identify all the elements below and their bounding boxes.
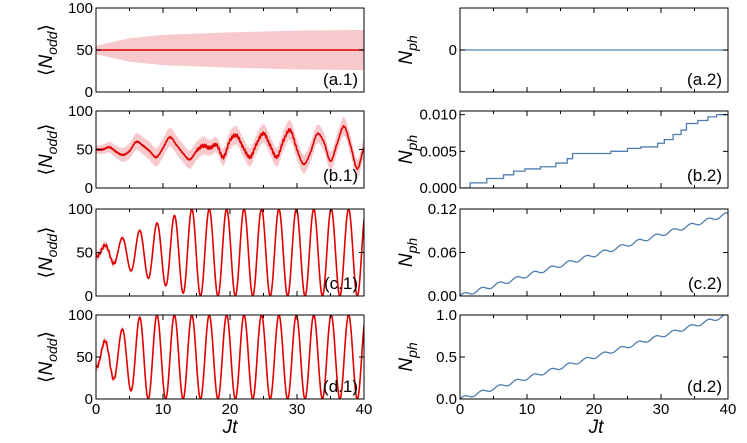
panel-label-d1: (d.1) xyxy=(323,377,358,396)
x-tick-label-d2: 0 xyxy=(456,401,464,418)
panel-label-b1: (b.1) xyxy=(323,166,358,185)
y-tick-label-c2: 0.12 xyxy=(428,201,457,218)
x-axis-label-right: Jt xyxy=(588,417,605,438)
x-axis-label-left: Jt xyxy=(222,417,239,438)
y-tick-label-c1: 0 xyxy=(85,288,93,305)
y-tick-label-c1: 50 xyxy=(76,245,93,262)
series-line-c1 xyxy=(96,209,364,296)
y-axis-label-d1: ⟨Nodd⟩ xyxy=(36,331,60,383)
plot-area-d2 xyxy=(460,315,726,399)
y-axis-label-c2: Nph xyxy=(396,238,420,268)
y-tick-label-d2: 0.5 xyxy=(436,349,457,366)
panel-c2: 0.00 0.06 0.12 (c.2) Nph xyxy=(396,201,729,305)
y-axis-label-d2: Nph xyxy=(396,342,420,372)
panel-d2: 0 10 20 30 40 0.0 0.5 1.0 (d.2) Nph xyxy=(396,307,736,418)
series-line-b1 xyxy=(96,124,364,171)
y-axis-label-c1: ⟨Nodd⟩ xyxy=(36,227,60,279)
x-tick-label-d1: 0 xyxy=(92,401,100,418)
panel-label-d2: (d.2) xyxy=(687,377,722,396)
series-line-c2 xyxy=(460,212,728,296)
plot-area-a1 xyxy=(96,29,364,71)
y-tick-label-a1: 0 xyxy=(85,84,93,101)
x-tick-label-d1: 20 xyxy=(222,401,239,418)
y-tick-label-b2: 0.005 xyxy=(419,143,457,160)
x-tick-label-d2: 30 xyxy=(653,401,670,418)
panel-b2: 0.000 0.005 0.010 (b.2) Nph xyxy=(396,107,729,197)
panel-d1: 0 10 20 30 40 0 50 100 (d.1) ⟨Nodd⟩ xyxy=(36,307,372,418)
panel-c1: 0 50 100 (c.1) ⟨Nodd⟩ xyxy=(36,201,365,305)
x-tick-label-d1: 30 xyxy=(289,401,306,418)
y-axis-label-b1: ⟨Nodd⟩ xyxy=(36,124,60,176)
y-tick-label-c1: 100 xyxy=(68,201,93,218)
y-tick-label-c2: 0.00 xyxy=(428,288,457,305)
plot-area-c2 xyxy=(460,212,728,296)
y-tick-label-b2: 0.010 xyxy=(419,107,457,124)
y-tick-label-a1: 100 xyxy=(68,0,93,17)
panel-a2: 0 (a.2) Nph xyxy=(396,7,729,93)
x-tick-label-d1: 40 xyxy=(356,401,373,418)
x-tick-label-d2: 10 xyxy=(519,401,536,418)
x-tick-label-d2: 20 xyxy=(586,401,603,418)
y-tick-label-b2: 0.000 xyxy=(419,180,457,197)
y-axis-label-a2: Nph xyxy=(396,35,420,65)
y-axis-label-b2: Nph xyxy=(396,135,420,165)
plot-area-b1 xyxy=(96,116,364,179)
panel-label-c2: (c.2) xyxy=(688,274,722,293)
y-tick-label-b1: 50 xyxy=(76,142,93,159)
y-tick-label-c2: 0.06 xyxy=(428,245,457,262)
panel-label-b2: (b.2) xyxy=(687,166,722,185)
y-axis-label-a1: ⟨Nodd⟩ xyxy=(36,24,60,76)
plot-area-b2 xyxy=(460,114,728,188)
y-tick-label-a2: 0 xyxy=(449,42,457,59)
y-tick-label-d1: 0 xyxy=(85,391,93,408)
panels-group: 050100(a.1)⟨Nodd⟩0(a.2)Nph050100(b.1)⟨No… xyxy=(36,0,736,418)
y-tick-label-d1: 100 xyxy=(68,307,93,324)
panel-label-a2: (a.2) xyxy=(687,70,722,89)
y-tick-label-d2: 1.0 xyxy=(436,307,457,324)
series-line-d2 xyxy=(460,315,726,399)
y-tick-label-a1: 50 xyxy=(76,42,93,59)
panel-b1: 0 50 100 (b.1) ⟨Nodd⟩ xyxy=(36,103,365,197)
panel-label-a1: (a.1) xyxy=(323,70,358,89)
y-tick-label-d1: 50 xyxy=(76,349,93,366)
y-tick-label-d2: 0.0 xyxy=(436,391,457,408)
series-line-d1 xyxy=(96,315,364,399)
y-tick-label-b1: 0 xyxy=(85,180,93,197)
uncertainty-band-b1 xyxy=(96,116,364,179)
x-tick-label-d2: 40 xyxy=(720,401,737,418)
panel-a1: 0 50 100 (a.1) ⟨Nodd⟩ xyxy=(36,0,365,101)
series-line-b2 xyxy=(460,114,728,188)
x-tick-label-d1: 10 xyxy=(155,401,172,418)
plot-area-d1 xyxy=(96,315,364,399)
panel-label-c1: (c.1) xyxy=(324,274,358,293)
plot-area-c1 xyxy=(96,209,364,296)
y-tick-label-b1: 100 xyxy=(68,103,93,120)
